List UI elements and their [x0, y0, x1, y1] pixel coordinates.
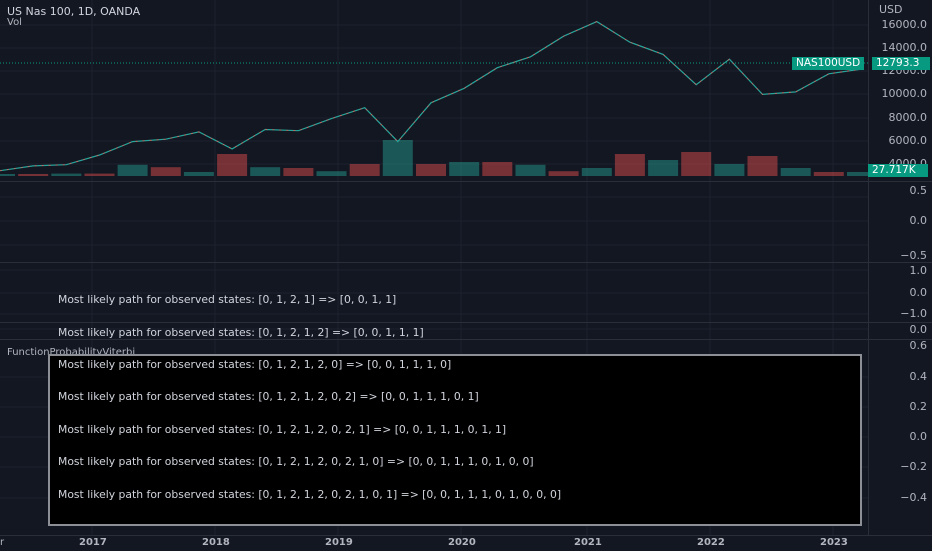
- price-tick: 16000.0: [881, 18, 928, 31]
- output-line: Most likely path for observed states: [0…: [58, 358, 452, 372]
- pane-separator[interactable]: [0, 181, 932, 182]
- currency-label: USD: [879, 3, 903, 16]
- pane2-tick: 0.5: [909, 184, 928, 197]
- symbol-title[interactable]: US Nas 100, 1D, OANDA: [7, 5, 141, 18]
- price-series-overlay: [0, 21, 863, 172]
- pane5-tick: 0.4: [909, 370, 928, 383]
- volume-label[interactable]: Vol: [7, 17, 22, 28]
- volume-bar: [316, 171, 347, 176]
- pane5-tick: 0.0: [909, 430, 928, 443]
- output-line: Most likely path for observed states: [0…: [58, 325, 424, 339]
- time-label: 2017: [79, 537, 107, 548]
- volume-bar: [614, 154, 645, 176]
- pane5-tick: 0.2: [909, 400, 928, 413]
- price-axis[interactable]: USD 16000.0 14000.0 12000.0 10000.0 8000…: [868, 0, 932, 535]
- volume-bar: [681, 152, 712, 176]
- volume-bar: [18, 174, 49, 176]
- volume-bar: [150, 167, 181, 176]
- pane2-tick: 0.0: [909, 214, 928, 227]
- price-series-line: [0, 20, 863, 172]
- volume-bar: [117, 164, 148, 176]
- volume-bar: [217, 154, 248, 176]
- pane3-tick: 1.0: [909, 264, 928, 277]
- volume-bar: [0, 174, 15, 176]
- volume-bar: [449, 162, 480, 176]
- price-tick: 14000.0: [881, 41, 928, 54]
- pane4-tick: 0.0: [909, 323, 928, 336]
- volume-bar: [183, 172, 214, 176]
- price-tick: 8000.0: [888, 111, 928, 124]
- indicator-title[interactable]: FunctionProbabilityViterbi: [7, 347, 136, 358]
- pane5-tick: 0.6: [909, 339, 928, 352]
- volume-bar: [349, 164, 380, 176]
- pane2-tick: −0.5: [900, 249, 927, 262]
- time-label: 2023: [820, 537, 848, 548]
- pane-separator[interactable]: [0, 339, 932, 340]
- output-line: Most likely path for observed states: [0…: [58, 422, 507, 436]
- volume-bar: [416, 164, 446, 176]
- time-label: 2021: [574, 537, 602, 548]
- viterbi-output-panel: Most likely path for observed states: [0…: [48, 294, 862, 526]
- volume-bar: [84, 173, 115, 176]
- volume-bars: [0, 140, 868, 176]
- volume-bar: [482, 162, 513, 176]
- price-tick: 10000.0: [881, 87, 928, 100]
- output-line: Most likely path for observed states: [0…: [58, 455, 534, 469]
- time-label: 2022: [697, 537, 725, 548]
- volume-bar: [813, 172, 844, 176]
- output-line: Most likely path for observed states: [0…: [58, 293, 397, 307]
- volume-bar: [714, 164, 745, 176]
- volume-bar: [648, 160, 679, 176]
- time-label: 2020: [448, 537, 476, 548]
- viterbi-output-lines: Most likely path for observed states: [0…: [58, 274, 561, 522]
- volume-bar: [382, 140, 413, 176]
- price-tick: 6000.0: [888, 134, 928, 147]
- volume-bar: [847, 172, 868, 176]
- volume-bar: [581, 168, 612, 176]
- time-label: r: [0, 537, 5, 548]
- pane-separator[interactable]: [0, 322, 932, 323]
- volume-bar: [515, 164, 546, 176]
- time-axis[interactable]: r 2017 2018 2019 2020 2021 2022 2023: [0, 535, 932, 551]
- volume-bar: [780, 168, 811, 176]
- symbol-name-tag: NAS100USD: [792, 57, 865, 70]
- output-line: Most likely path for observed states: [0…: [58, 390, 479, 404]
- last-price-tag: 12793.3: [872, 57, 930, 70]
- pane5-tick: −0.2: [900, 460, 927, 473]
- volume-value-tag: 27.717K: [868, 164, 928, 177]
- output-line: Most likely path for observed states: [0…: [58, 487, 562, 501]
- time-label: 2018: [202, 537, 230, 548]
- volume-bar: [250, 167, 281, 176]
- volume-bar: [548, 171, 579, 176]
- volume-bar: [283, 168, 314, 176]
- pane-separator[interactable]: [0, 262, 932, 263]
- time-label: 2019: [325, 537, 353, 548]
- pane3-tick: 0.0: [909, 286, 928, 299]
- volume-bar: [51, 173, 82, 176]
- pane5-tick: −0.4: [900, 491, 927, 504]
- pane3-tick: −1.0: [900, 307, 927, 320]
- volume-bar: [747, 156, 778, 176]
